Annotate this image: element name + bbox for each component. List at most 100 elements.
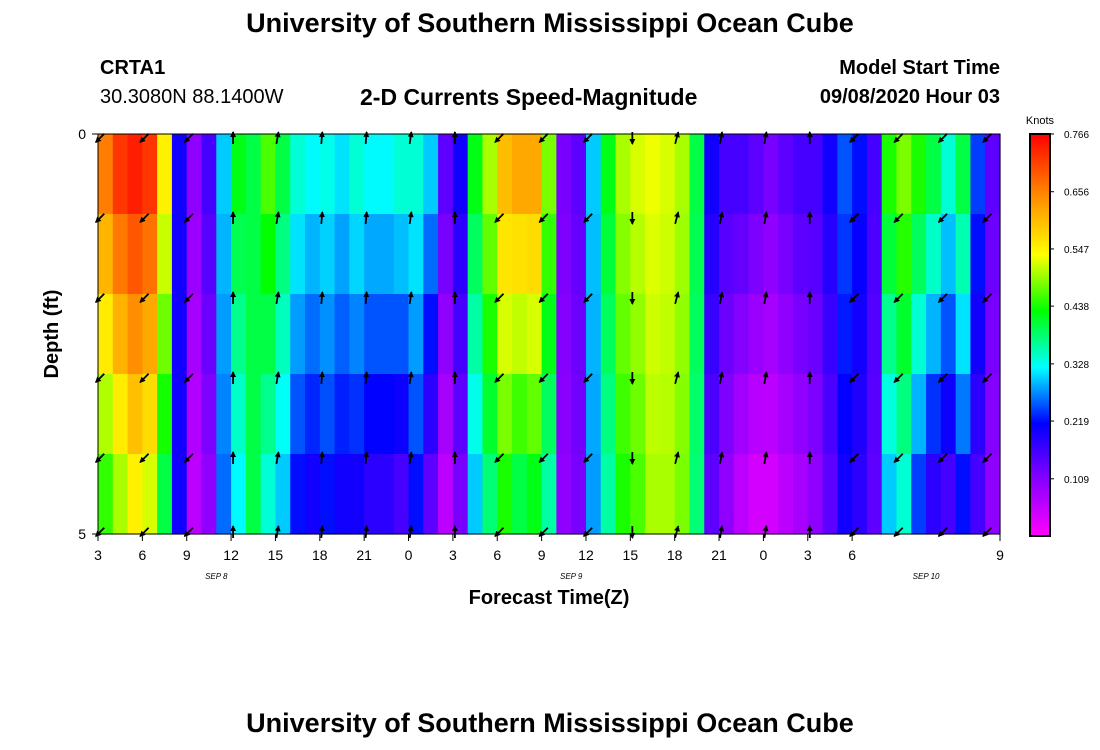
current-vector-arrow — [363, 451, 370, 465]
heatmap-cell — [704, 134, 720, 215]
heatmap-cell — [245, 374, 262, 455]
heatmap-cell — [438, 134, 454, 215]
heatmap-cell — [275, 294, 291, 375]
heatmap-cell — [926, 454, 942, 535]
current-vector-arrow — [318, 211, 325, 225]
heatmap-cell — [778, 294, 794, 375]
current-vector-arrow — [494, 293, 505, 303]
heatmap-cell — [541, 214, 557, 295]
heatmap-cell — [245, 294, 262, 375]
heatmap-cell — [689, 454, 705, 535]
heatmap-cell — [837, 374, 853, 455]
heatmap-cell — [186, 134, 203, 215]
y-tick-label: 0 — [78, 126, 86, 142]
current-vector-arrow — [274, 291, 281, 305]
heatmap-cell — [186, 454, 203, 535]
heatmap-cell — [364, 214, 380, 295]
heatmap-cell — [881, 134, 898, 215]
current-vector-arrow — [718, 525, 725, 539]
heatmap-cell — [733, 454, 750, 535]
heatmap-cell — [467, 294, 484, 375]
heatmap-cell — [852, 294, 868, 375]
heatmap-cell — [600, 374, 617, 455]
heatmap-cell — [319, 454, 336, 535]
heatmap-cell — [127, 374, 143, 455]
heatmap-cell — [305, 454, 321, 535]
heatmap-cell — [349, 134, 365, 215]
x-tick-label: 21 — [356, 547, 372, 563]
heatmap-cell — [305, 374, 321, 455]
current-vector-arrow — [139, 527, 150, 537]
current-vector-arrow — [583, 133, 593, 143]
heatmap-cell — [305, 214, 321, 295]
current-vector-arrow — [95, 133, 105, 143]
heatmap-cell — [926, 374, 942, 455]
current-vector-arrow — [139, 293, 150, 303]
x-tick-label: 18 — [312, 547, 328, 563]
heatmap-cell — [719, 294, 735, 375]
heatmap-cell — [763, 134, 779, 215]
current-vector-arrow — [183, 133, 194, 143]
heatmap-cell — [689, 374, 705, 455]
heatmap-cell — [186, 374, 203, 455]
heatmap-cell — [852, 214, 868, 295]
current-vector-arrow — [363, 291, 370, 305]
current-vector-arrow — [762, 211, 769, 225]
heatmap-cell — [497, 214, 513, 295]
heatmap-cell — [98, 134, 114, 215]
heatmap-cell — [792, 374, 809, 455]
heatmap-cell — [512, 214, 528, 295]
heatmap-cell — [112, 134, 129, 215]
heatmap-cell — [157, 454, 173, 535]
heatmap-cell — [171, 294, 188, 375]
heatmap-cell — [423, 454, 439, 535]
heatmap-cell — [911, 294, 927, 375]
heatmap-cell — [142, 134, 158, 215]
current-vector-arrow — [762, 371, 769, 385]
heatmap-cell — [571, 454, 587, 535]
current-vector-arrow — [494, 213, 505, 223]
heatmap-cell — [926, 214, 942, 295]
page-title: University of Southern Mississippi Ocean… — [246, 8, 854, 38]
heatmap-cell — [231, 374, 247, 455]
heatmap-cell — [497, 294, 513, 375]
heatmap-cell — [275, 214, 291, 295]
heatmap-cell — [452, 374, 469, 455]
heatmap-cell — [940, 374, 957, 455]
current-vector-arrow — [849, 373, 860, 383]
current-vector-arrow — [674, 451, 680, 465]
heatmap-cell — [674, 134, 691, 215]
heatmap-cell — [319, 294, 336, 375]
current-vector-arrow — [139, 373, 150, 383]
heatmap-cell — [231, 454, 247, 535]
heatmap-cell — [674, 294, 691, 375]
heatmap-cell — [98, 294, 114, 375]
heatmap-cell — [733, 214, 750, 295]
heatmap-cell — [704, 294, 720, 375]
colorbar-tick-label: 0.328 — [1064, 360, 1089, 371]
heatmap-cell — [423, 134, 439, 215]
current-vector-arrow — [982, 527, 993, 537]
heatmap-cell — [526, 454, 543, 535]
heatmap-cell — [630, 374, 646, 455]
heatmap-cell — [837, 294, 853, 375]
heatmap-cell — [719, 454, 735, 535]
heatmap-cell — [526, 214, 543, 295]
heatmap-cell — [630, 214, 646, 295]
heatmap-cell — [571, 214, 587, 295]
current-vector-arrow — [318, 291, 325, 305]
heatmap-cell — [807, 374, 824, 455]
current-vector-arrow — [762, 291, 769, 305]
heatmap-cell — [408, 294, 424, 375]
heatmap-cell — [556, 134, 572, 215]
heatmap-cell — [822, 214, 838, 295]
heatmap-cell — [911, 214, 927, 295]
heatmap-cell — [541, 134, 557, 215]
heatmap-cell — [201, 134, 217, 215]
heatmap-cell — [112, 374, 129, 455]
heatmap-cell — [970, 374, 986, 455]
heatmap-cell — [822, 294, 838, 375]
heatmap-cell — [926, 294, 942, 375]
current-vector-arrow — [982, 213, 993, 223]
heatmap-cell — [319, 214, 336, 295]
